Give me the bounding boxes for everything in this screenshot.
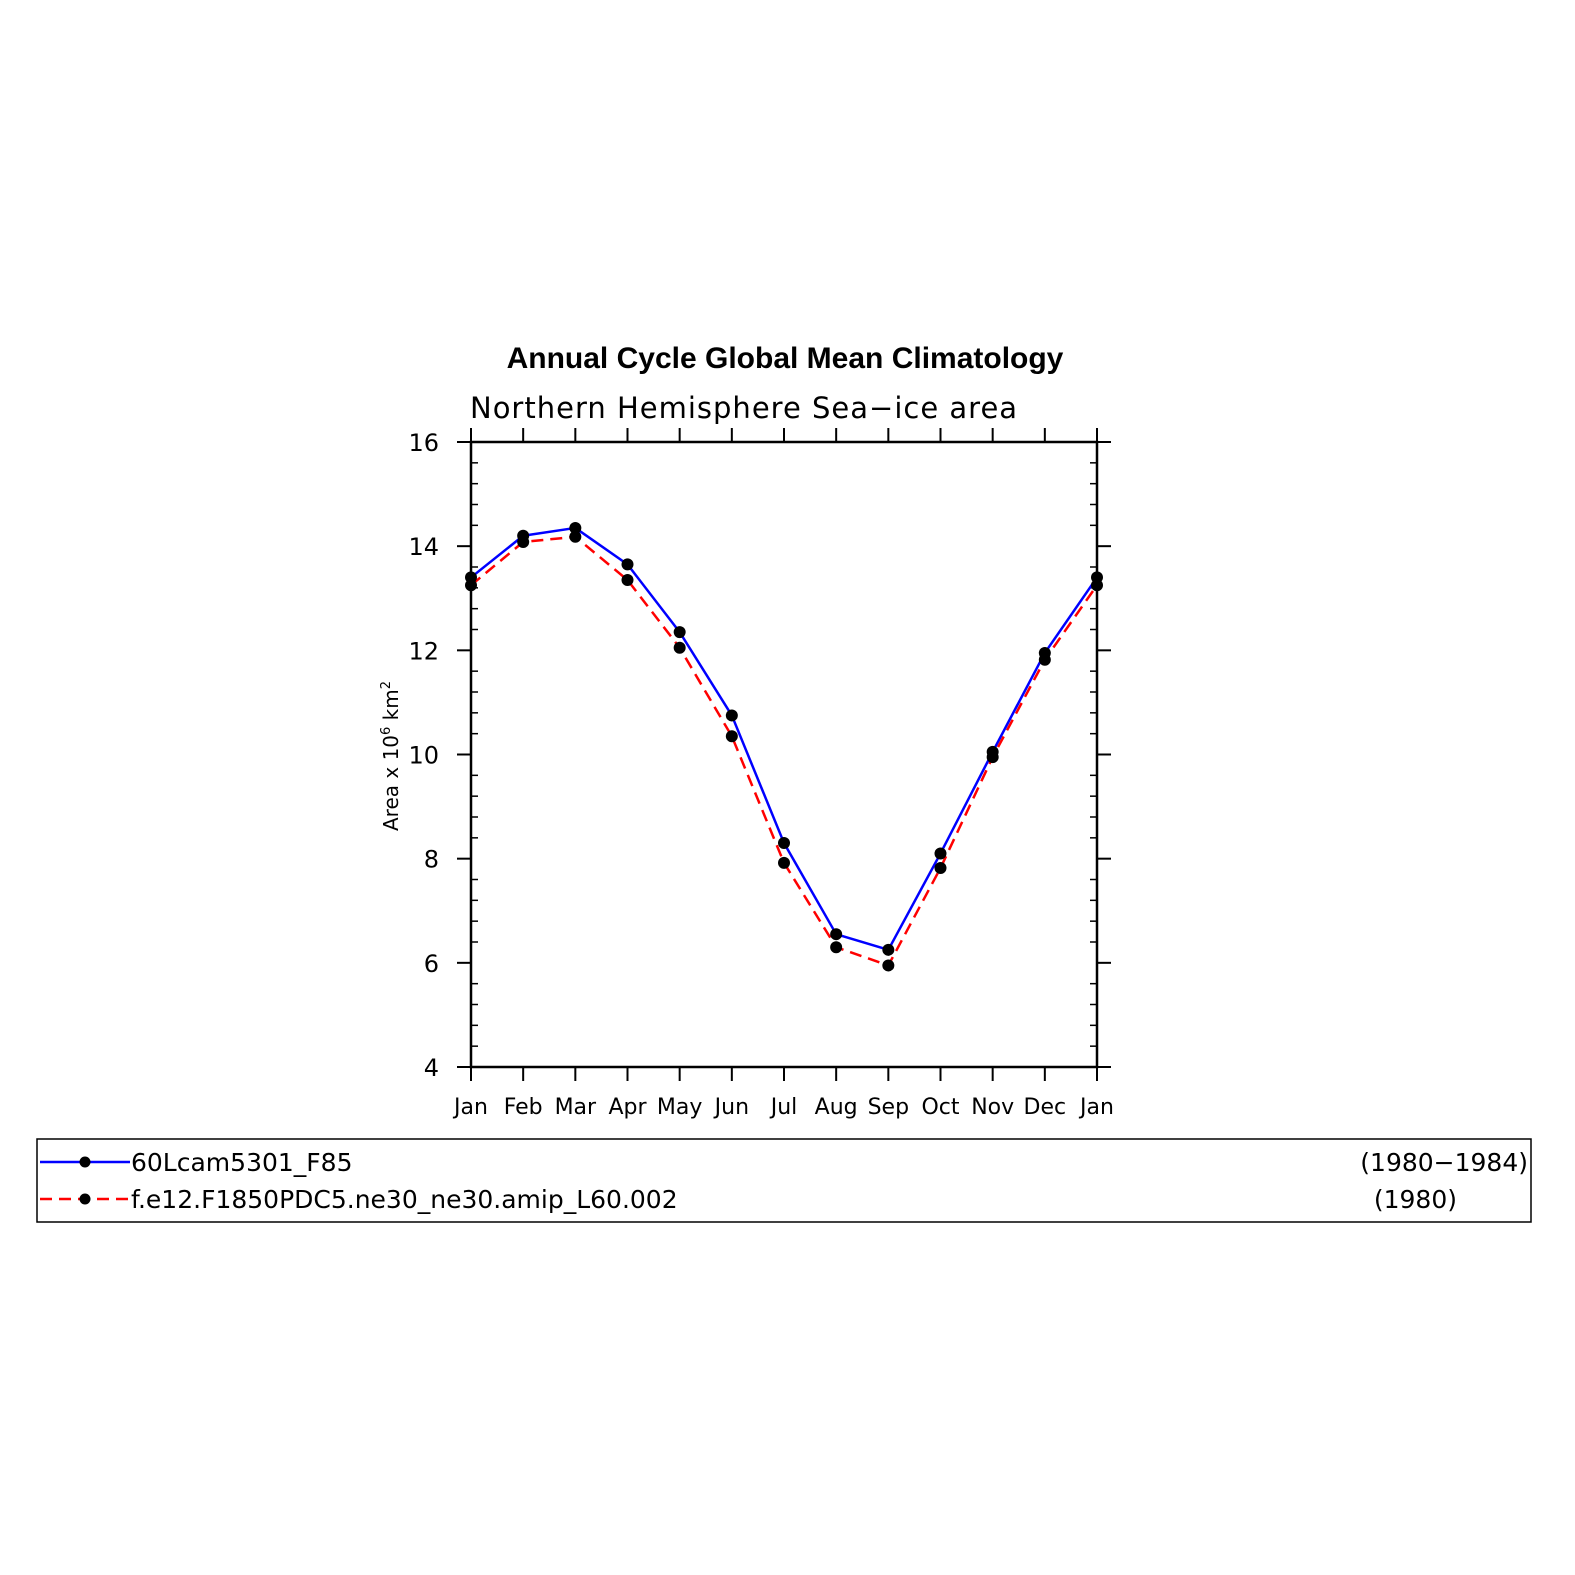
y-tick-label: 10	[408, 742, 439, 770]
legend-box	[36, 1138, 1532, 1223]
series-1-point	[934, 847, 947, 860]
series-2-point	[569, 530, 582, 543]
y-tick-label: 8	[424, 846, 439, 874]
legend: 60Lcam5301_F85 (1980−1984) f.e12.F1850PD…	[36, 1138, 1532, 1223]
axes	[457, 428, 1111, 1081]
y-tick-label: 14	[408, 533, 439, 561]
x-tick-label: Feb	[504, 1095, 543, 1120]
chart-title: Annual Cycle Global Mean Climatology	[507, 342, 1064, 375]
series-1-point	[673, 626, 686, 639]
series-2-point	[465, 579, 477, 592]
series-2-point	[986, 751, 999, 764]
series-1-point	[621, 558, 634, 571]
x-tick-label: Jul	[769, 1095, 798, 1120]
x-tick-label: Nov	[971, 1095, 1014, 1120]
series-2-point	[673, 641, 686, 654]
y-axis-label-exp: 6	[379, 727, 394, 735]
series-1-point	[725, 709, 738, 722]
x-tick-label: Jun	[713, 1095, 749, 1120]
legend-label-series-1: 60Lcam5301_F85	[131, 1148, 352, 1177]
y-axis-label: Area x 106 km2	[379, 681, 403, 831]
y-tick-label: 6	[424, 950, 439, 978]
legend-label-series-2: f.e12.F1850PDC5.ne30_ne30.amip_L60.002	[131, 1185, 678, 1214]
series-2-point	[830, 941, 843, 954]
x-tick-label: Apr	[608, 1095, 647, 1120]
series-2-point	[1038, 653, 1051, 666]
y-tick-label: 4	[424, 1054, 439, 1082]
series-line-2	[470, 535, 1099, 967]
series-2-point	[517, 536, 530, 548]
series-1-point	[830, 928, 843, 941]
y-tick-label: 16	[408, 429, 439, 457]
x-tick-label: Mar	[555, 1095, 597, 1120]
series-2-point	[778, 856, 790, 869]
series-1-point	[882, 943, 895, 956]
series-layer	[465, 521, 1103, 972]
x-tick-label: Dec	[1024, 1095, 1067, 1120]
series-1-point	[778, 837, 790, 850]
legend-marker-series-2	[79, 1193, 91, 1205]
series-2-point	[882, 959, 895, 972]
legend-period-series-1: (1980−1984)	[1360, 1148, 1528, 1177]
x-tick-label: Jan	[452, 1095, 488, 1120]
series-2-point	[725, 730, 738, 743]
y-tick-labels: 4 6 8 10 12 14 16	[408, 429, 439, 1082]
x-tick-label: Jan	[1078, 1095, 1114, 1120]
series-2-point	[934, 862, 947, 875]
x-tick-label: Sep	[868, 1095, 909, 1120]
y-axis-label-unit-exp: 2	[379, 681, 394, 689]
y-tick-label: 12	[408, 637, 439, 665]
x-tick-label: Oct	[921, 1095, 959, 1120]
plot-frame	[469, 440, 1099, 1069]
series-2-point	[621, 574, 634, 587]
legend-period-series-2: (1980)	[1374, 1185, 1457, 1214]
series-1-point	[569, 521, 582, 534]
legend-marker-series-1	[79, 1156, 91, 1168]
x-tick-labels: Jan Feb Mar Apr May Jun Jul Aug Sep Oct Nov Dec Jan	[452, 1095, 1114, 1120]
x-tick-label: Aug	[815, 1095, 858, 1120]
chart-subtitle: Northern Hemisphere Sea−ice area	[470, 391, 1018, 425]
y-axis-label-base: Area x 10	[379, 735, 403, 831]
y-axis-label-unit: km	[379, 689, 403, 726]
series-2-point	[1091, 579, 1103, 592]
x-tick-label: May	[657, 1095, 702, 1120]
